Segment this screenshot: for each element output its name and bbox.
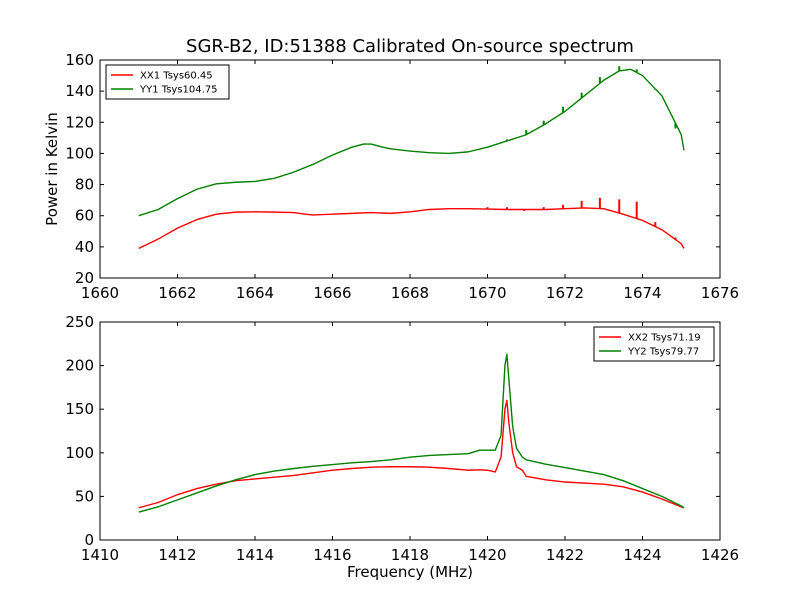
x-tick-label: 1666 [313,284,351,302]
x-tick-label: 1416 [313,546,351,564]
y-tick-label: 0 [84,531,94,549]
series-line-1-1 [138,207,685,250]
y-tick-label: 100 [65,144,94,162]
series-line-2-2 [138,353,685,513]
x-tick-label: 1412 [158,546,196,564]
x-axis-label: Frequency (MHz) [347,563,473,581]
y-tick-label: 60 [75,207,94,225]
x-tick-label: 1422 [546,546,584,564]
x-tick-label: 1414 [236,546,274,564]
y-tick-label: 160 [65,51,94,69]
x-tick-label: 1410 [81,546,119,564]
x-tick-label: 1664 [236,284,274,302]
subplot-1 [99,59,721,279]
y-tick-label: 120 [65,113,94,131]
x-tick-label: 1676 [701,284,739,302]
y-tick-label: 250 [65,313,94,331]
x-tick-label: 1668 [391,284,429,302]
y-tick-label: 40 [75,238,94,256]
x-tick-label: 1424 [623,546,661,564]
legend-1: XX1 Tsys60.45 YY1 Tsys104.75 [105,64,230,100]
series-line-2-1 [138,399,685,509]
y-tick-label: 200 [65,357,94,375]
legend-label: YY1 Tsys104.75 [139,85,218,96]
y-tick-label: 100 [65,444,94,462]
x-tick-label: 1672 [546,284,584,302]
x-tick-label: 1418 [391,546,429,564]
x-tick-label: 1660 [81,284,119,302]
chart-title: SGR-B2, ID:51388 Calibrated On-source sp… [186,36,634,57]
x-tick-label: 1674 [623,284,661,302]
legend-label: XX2 Tsys71.19 [628,333,701,344]
subplot-2 [99,321,721,541]
y-axis-label: Power in Kelvin [43,112,61,226]
y-tick-label: 20 [75,269,94,287]
legend-label: XX1 Tsys60.45 [140,71,213,82]
legend-box [593,326,715,362]
legend-box [105,64,230,100]
y-tick-label: 50 [75,487,94,505]
x-tick-label: 1670 [468,284,506,302]
x-tick-label: 1420 [468,546,506,564]
x-tick-label: 1662 [158,284,196,302]
legend-label: YY2 Tsys79.77 [627,347,699,358]
y-tick-label: 150 [65,400,94,418]
y-tick-label: 80 [75,176,94,194]
series-line-1-2 [138,68,685,217]
y-tick-label: 140 [65,82,94,100]
legend-2: XX2 Tsys71.19 YY2 Tsys79.77 [593,326,715,362]
x-tick-label: 1426 [701,546,739,564]
